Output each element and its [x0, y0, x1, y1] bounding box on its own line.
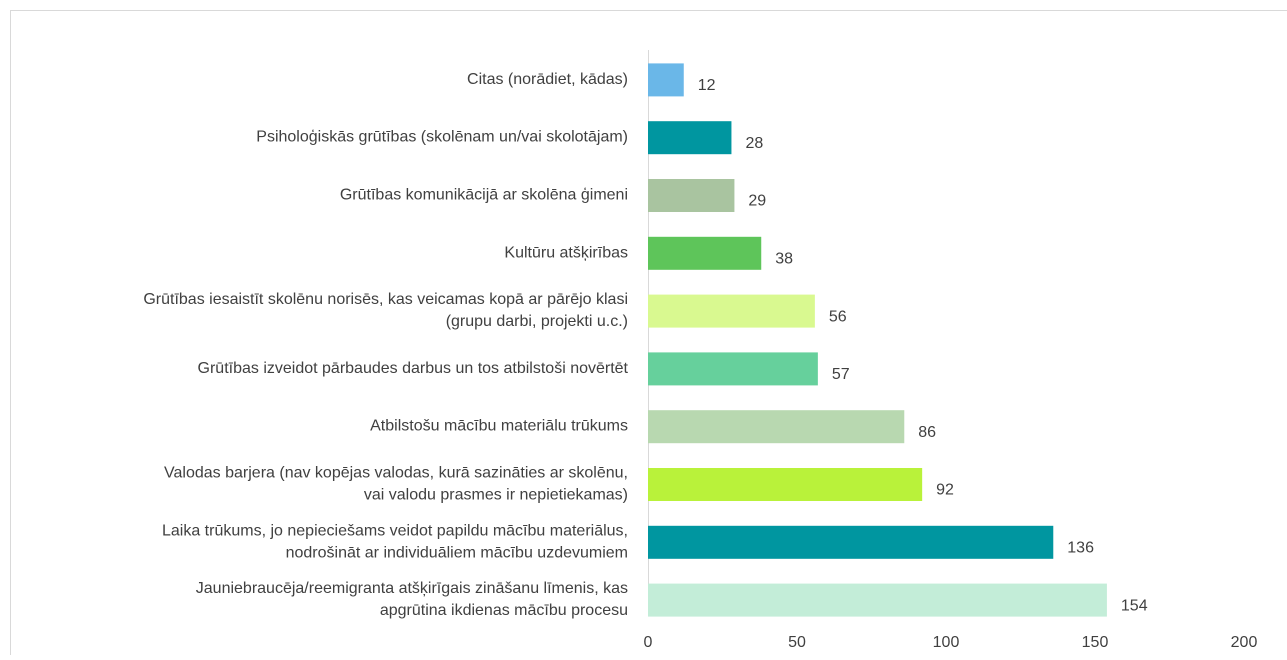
y-tick-label: Citas (norādiet, kādas) — [467, 71, 628, 88]
data-label: 28 — [745, 135, 763, 152]
x-tick-label: 0 — [644, 634, 653, 651]
bar — [648, 468, 922, 501]
data-label: 154 — [1121, 597, 1148, 614]
x-tick-label: 200 — [1231, 634, 1258, 651]
y-tick-label: Laika trūkums, jo nepieciešams veidot pa… — [162, 523, 628, 562]
bar — [648, 237, 761, 270]
bar — [648, 584, 1107, 617]
y-tick-label: Grūtības komunikācijā ar skolēna ģimeni — [340, 186, 628, 204]
bar — [648, 121, 731, 154]
x-tick-label: 50 — [788, 634, 806, 651]
data-label: 12 — [698, 77, 716, 94]
y-tick-label: Jauniebraucēja/reemigranta atšķirīgais z… — [196, 580, 628, 619]
data-label: 86 — [918, 424, 936, 441]
y-tick-label: Kultūru atšķirības — [504, 245, 628, 262]
data-label: 92 — [936, 482, 954, 499]
bar — [648, 526, 1053, 559]
data-label: 57 — [832, 366, 850, 383]
data-label: 38 — [775, 251, 793, 268]
x-tick-label: 150 — [1082, 634, 1109, 651]
bar — [648, 295, 815, 328]
bar — [648, 352, 818, 385]
y-tick-label: Grūtības iesaistīt skolēnu norisēs, kas … — [143, 291, 628, 330]
y-tick-label: Psiholoģiskās grūtības (skolēnam un/vai … — [256, 128, 628, 146]
data-label: 56 — [829, 308, 847, 325]
y-tick-label: Grūtības izveidot pārbaudes darbus un to… — [198, 360, 629, 377]
data-label: 136 — [1067, 540, 1094, 557]
y-tick-label: Valodas barjera (nav kopējas valodas, ku… — [164, 465, 628, 504]
bar — [648, 63, 684, 96]
x-tick-label: 100 — [933, 634, 960, 651]
data-label: 29 — [748, 193, 766, 210]
bar — [648, 410, 904, 443]
y-tick-label: Atbilstošu mācību materiālu trūkums — [370, 418, 628, 435]
bar — [648, 179, 734, 212]
